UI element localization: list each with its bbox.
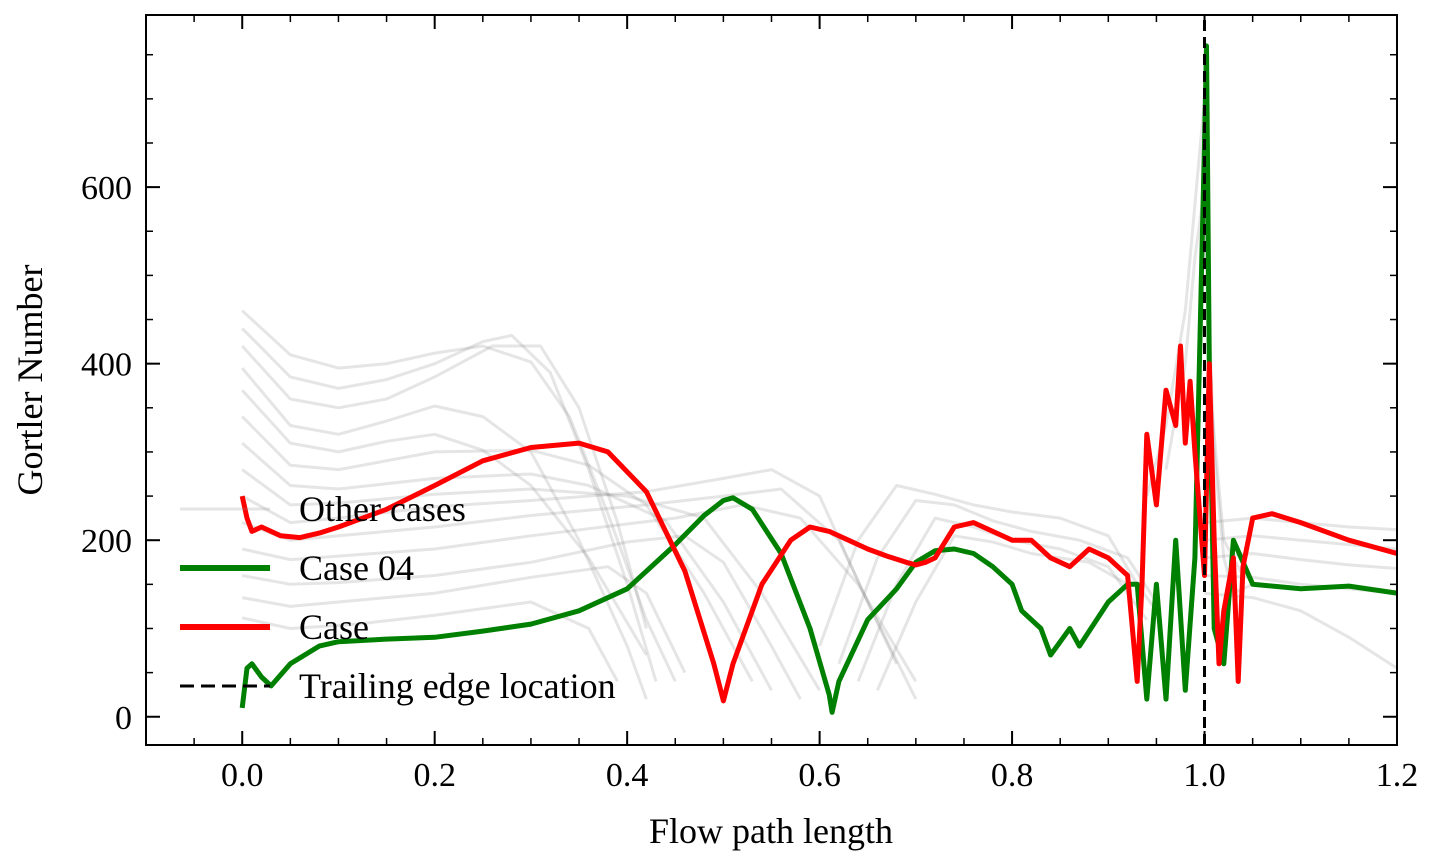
- series-other-case-curve-1: [241, 327, 658, 682]
- series-other-case-curve-11: [241, 534, 802, 700]
- legend-label: Trailing edge location: [299, 666, 616, 706]
- y-axis-label: Gortler Number: [10, 265, 50, 496]
- series-other-case-curve-15: [837, 499, 1158, 665]
- series-other-case-curve-4: [241, 389, 648, 656]
- series-other-case-curve-12: [241, 565, 687, 674]
- series-other-case-curve-13: [241, 600, 619, 683]
- series-other-case-curve-22: [1204, 552, 1397, 570]
- series-other-case-curve-3: [241, 367, 648, 700]
- series-other-case-curve-10: [241, 503, 918, 683]
- series-other-case-curve-2: [241, 344, 648, 629]
- series-line-case: [239, 343, 1397, 704]
- x-tick-label: 1.2: [1376, 757, 1419, 794]
- x-tick-label: 1.0: [1183, 757, 1226, 794]
- legend-label: Other cases: [299, 489, 466, 529]
- legend: Other cases Case 04 Case Trailing edge loca…: [180, 489, 616, 706]
- series-other-case-curve-14: [818, 484, 1158, 647]
- series-other-case-curve-9: [241, 487, 898, 665]
- y-tick-label: 200: [81, 523, 132, 560]
- series-other-case-curve-7: [241, 468, 821, 692]
- y-tick-label: 0: [115, 700, 132, 737]
- legend-label: Case 04: [299, 548, 414, 588]
- y-tick-label: 600: [81, 170, 132, 207]
- series-other-case-curve-5: [241, 415, 754, 683]
- legend-label: Case: [299, 607, 369, 647]
- x-tick-label: 0.4: [606, 757, 649, 794]
- x-tick-label: 0.0: [221, 757, 264, 794]
- axis-ticks: 0.0 0.2 0.4 0.6 0.8 1.0 1.2 0 200 400 600: [81, 15, 1418, 794]
- x-axis-label: Flow path length: [649, 811, 893, 851]
- y-tick-label: 400: [81, 347, 132, 384]
- series-other-case-curve-6: [241, 441, 773, 692]
- plot-series: [239, 15, 1397, 745]
- x-tick-label: 0.6: [798, 757, 841, 794]
- series-other-case-curve-0: [241, 309, 677, 683]
- x-tick-label: 0.2: [413, 757, 456, 794]
- x-tick-label: 0.8: [991, 757, 1034, 794]
- series-line-case-04: [239, 43, 1397, 715]
- series-other-case-curve-17: [876, 534, 1129, 691]
